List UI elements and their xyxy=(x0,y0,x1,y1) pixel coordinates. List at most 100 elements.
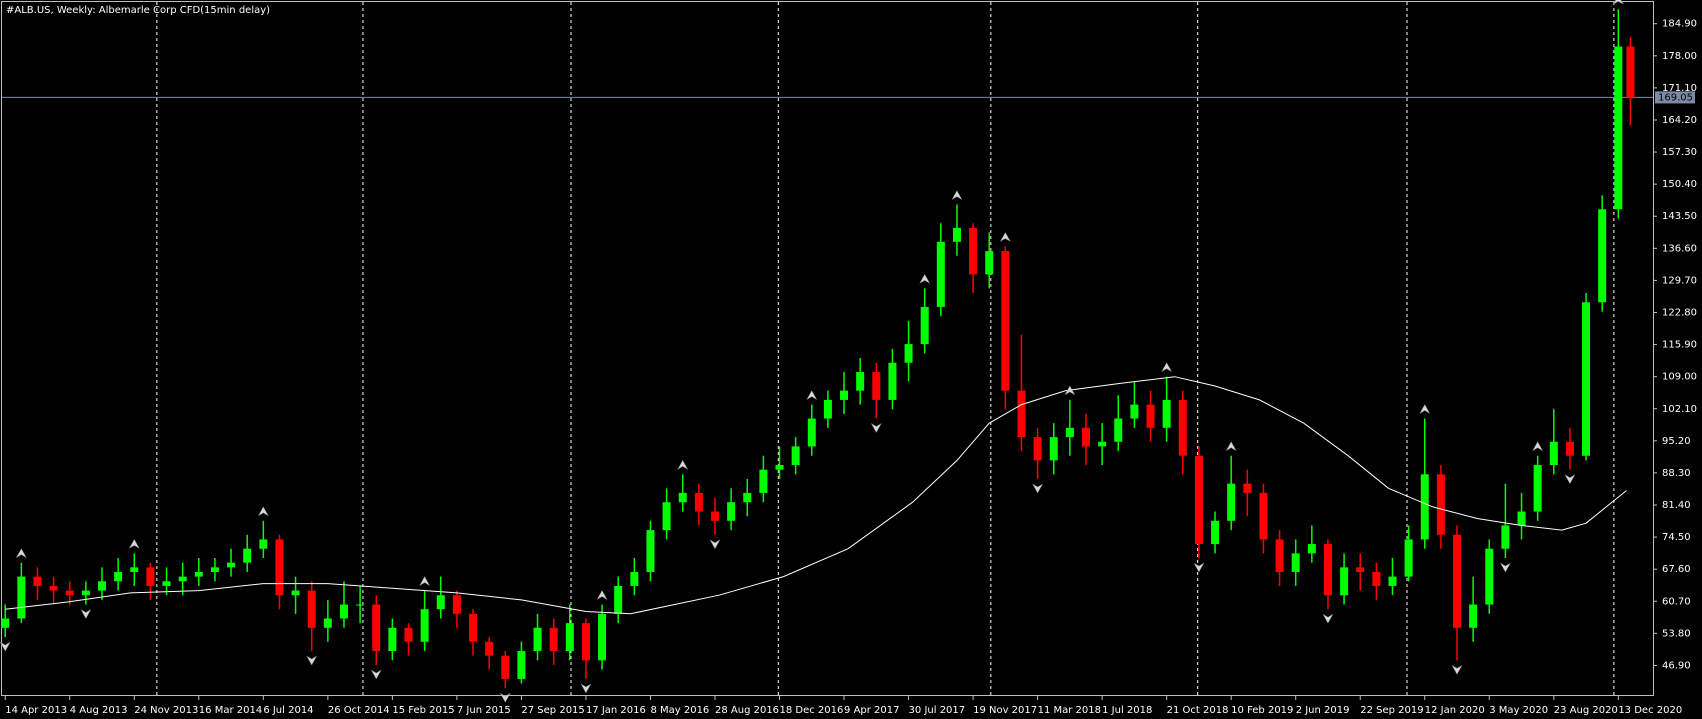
x-tick-label: 17 Jan 2016 xyxy=(586,705,646,716)
candle-body xyxy=(1146,404,1155,428)
candle-body xyxy=(1114,418,1123,442)
candle-body xyxy=(485,641,494,656)
current-price-label: 169.05 xyxy=(1658,92,1693,103)
candle-body xyxy=(823,399,832,419)
candle-body xyxy=(114,571,123,582)
fractal-down xyxy=(1499,562,1512,573)
fractal-up xyxy=(999,231,1012,243)
x-tick-label: 9 Apr 2017 xyxy=(844,705,899,716)
candle-body xyxy=(227,562,236,568)
x-tick-label: 4 Aug 2013 xyxy=(70,705,128,716)
candle-body xyxy=(501,655,510,679)
candle-body xyxy=(791,446,800,466)
x-tick-label: 3 May 2020 xyxy=(1489,705,1548,716)
candle-body xyxy=(420,609,429,642)
candle-body xyxy=(1275,539,1284,572)
fractal-up xyxy=(596,590,608,601)
candle-body xyxy=(985,251,994,275)
candle-body xyxy=(275,539,284,596)
y-tick-label: 88.30 xyxy=(1662,468,1691,479)
x-tick-label: 18 Dec 2016 xyxy=(780,705,844,716)
candle-body xyxy=(1614,46,1623,210)
candle-body xyxy=(775,465,784,470)
x-tick-label: 24 Nov 2013 xyxy=(134,705,198,716)
candle-body xyxy=(1485,548,1494,605)
candle-body xyxy=(1565,441,1574,456)
candle-body xyxy=(565,623,574,652)
candle-body xyxy=(1162,399,1171,428)
candle-body xyxy=(807,418,816,447)
candle-body xyxy=(323,618,332,628)
fractal-up xyxy=(1531,441,1544,452)
y-tick-label: 95.20 xyxy=(1662,436,1691,447)
candle-body xyxy=(1259,492,1268,540)
x-tick-label: 28 Aug 2016 xyxy=(715,705,779,716)
candle-body xyxy=(598,613,607,661)
candle-body xyxy=(1533,465,1542,512)
x-tick-label: 6 Jul 2014 xyxy=(263,705,313,716)
fractal-down xyxy=(306,655,318,666)
x-tick-label: 12 Jan 2020 xyxy=(1425,705,1485,716)
fractal-down xyxy=(709,539,721,550)
x-tick-label: 23 Aug 2020 xyxy=(1554,705,1618,716)
candle-body xyxy=(1372,571,1381,586)
y-tick-label: 164.20 xyxy=(1662,115,1697,126)
candle-body xyxy=(662,502,671,531)
candle-body xyxy=(436,595,445,610)
candle-body xyxy=(856,372,865,391)
fractal-up xyxy=(257,506,269,517)
x-tick-label: 1 Jul 2018 xyxy=(1102,705,1152,716)
y-tick-label: 136.60 xyxy=(1662,243,1697,254)
candle-body xyxy=(1033,437,1042,461)
candle-body xyxy=(1098,441,1107,447)
y-tick-label: 81.40 xyxy=(1662,500,1691,511)
candle-body xyxy=(517,651,526,679)
fractal-down xyxy=(499,692,511,703)
y-tick-label: 46.90 xyxy=(1662,660,1691,671)
candle-body xyxy=(1081,427,1090,447)
y-tick-label: 53.80 xyxy=(1662,628,1691,639)
candle-body xyxy=(581,623,590,661)
candle-body xyxy=(1420,474,1429,540)
candle-body xyxy=(1,618,10,628)
candle-body xyxy=(1453,534,1462,628)
y-tick-label: 157.30 xyxy=(1662,147,1697,158)
y-tick-label: 115.90 xyxy=(1662,340,1697,351)
candle-body xyxy=(1178,399,1187,456)
candle-body xyxy=(694,492,703,512)
candle-body xyxy=(307,590,316,628)
candle-body xyxy=(81,590,90,596)
fractal-down xyxy=(1322,613,1334,624)
fractal-down xyxy=(580,683,592,694)
candle-body xyxy=(1323,544,1332,596)
y-tick-label: 67.60 xyxy=(1662,564,1691,575)
candle-body xyxy=(1501,525,1510,549)
fractal-up xyxy=(418,576,431,587)
fractal-up xyxy=(677,459,689,471)
y-tick-label: 129.70 xyxy=(1662,275,1697,286)
y-tick-label: 60.70 xyxy=(1662,596,1691,607)
candle-body xyxy=(533,627,542,652)
candle-body xyxy=(630,571,639,586)
candle-body xyxy=(130,567,139,572)
candle-body xyxy=(146,567,155,586)
candle-body xyxy=(759,469,768,493)
y-tick-label: 143.50 xyxy=(1662,211,1697,222)
candle-body xyxy=(1549,441,1558,466)
candle-body xyxy=(49,585,58,591)
fractal-up xyxy=(1225,441,1237,452)
candle-body xyxy=(1626,46,1635,98)
candle-body xyxy=(243,548,252,563)
y-tick-label: 171.10 xyxy=(1662,83,1697,94)
candle-body xyxy=(210,567,219,572)
candle-body xyxy=(936,241,945,307)
candle-body xyxy=(469,613,478,642)
candle-body xyxy=(388,627,397,652)
candle-body xyxy=(1582,302,1591,456)
candle-body xyxy=(1340,567,1349,596)
candle-body xyxy=(1469,604,1478,628)
candle-body xyxy=(872,372,881,400)
candle-body xyxy=(727,502,736,521)
x-tick-label: 7 Jun 2015 xyxy=(457,705,511,716)
